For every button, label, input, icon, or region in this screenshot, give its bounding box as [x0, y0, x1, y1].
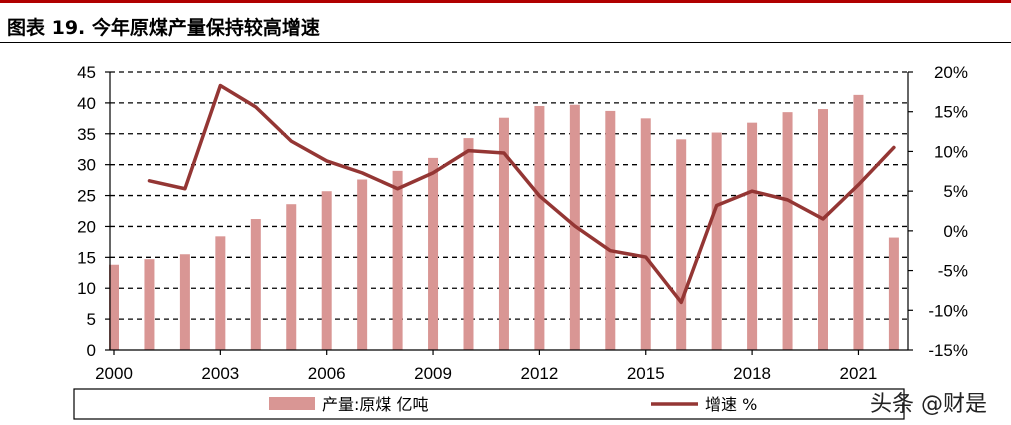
x-tick-label: 2012 — [520, 364, 558, 383]
legend-label-bar: 产量:原煤 亿吨 — [322, 395, 428, 414]
bar-2019 — [782, 112, 793, 351]
bar-2012 — [534, 105, 545, 350]
line-series-growth-rate — [147, 83, 896, 305]
bar-2021 — [853, 94, 864, 350]
left-tick-label: 25 — [77, 187, 96, 206]
bar-2000 — [109, 264, 119, 350]
bar-2015 — [640, 118, 651, 350]
left-tick-label: 15 — [77, 248, 96, 267]
bar-2002 — [179, 254, 190, 350]
bar-2016 — [676, 139, 687, 350]
left-tick-label: 30 — [77, 156, 96, 175]
legend-box — [73, 388, 905, 420]
bar-2003 — [215, 236, 226, 350]
x-tick-label: 2006 — [308, 364, 346, 383]
legend: 产量:原煤 亿吨 增速 % — [73, 388, 905, 420]
bar-2010 — [463, 138, 474, 350]
bar-2001 — [144, 259, 155, 350]
bar-2022 — [888, 237, 899, 350]
left-tick-label: 5 — [87, 310, 96, 329]
figure-title: 图表 19. 今年原煤产量保持较高增速 — [7, 17, 320, 39]
gridlines — [110, 71, 908, 320]
bar-2006 — [321, 191, 332, 350]
x-tick-label: 2018 — [733, 364, 771, 383]
right-tick-label: -5% — [938, 262, 968, 281]
top-accent-line — [0, 0, 1011, 3]
legend-swatch-bar — [269, 397, 315, 410]
bar-2005 — [286, 204, 297, 350]
right-tick-label: 15% — [934, 103, 968, 122]
right-tick-label: 0% — [943, 222, 968, 241]
bar-2004 — [250, 219, 261, 350]
tick-labels: 0 5 10 15 20 25 30 35 40 45 -15% -10% -5% 0% 5% 10% 15% 2… — [77, 63, 968, 383]
bar-2017 — [711, 132, 722, 350]
x-tick-label: 2003 — [201, 364, 239, 383]
right-tick-label: 20% — [934, 63, 968, 82]
x-tick-label: 2009 — [414, 364, 452, 383]
bar-2020 — [818, 109, 828, 350]
left-tick-label: 20 — [77, 217, 96, 236]
growth-line — [147, 83, 896, 305]
axes — [105, 71, 913, 355]
bar-2008 — [392, 170, 403, 350]
x-tick-label: 2000 — [95, 364, 133, 383]
right-tick-label: 5% — [943, 182, 968, 201]
right-tick-label: -15% — [928, 341, 968, 360]
right-tick-label: 10% — [934, 142, 968, 161]
bar-2011 — [498, 117, 509, 351]
left-tick-label: 0 — [87, 341, 96, 360]
legend-label-line: 增速 % — [705, 395, 757, 414]
left-tick-label: 10 — [77, 279, 96, 298]
watermark-text: 头条 @财是 — [870, 392, 987, 417]
x-tick-label: 2015 — [627, 364, 665, 383]
title-divider — [0, 42, 1011, 43]
x-tick-label: 2021 — [840, 364, 878, 383]
bar-2014 — [605, 110, 616, 350]
right-tick-label: -10% — [928, 301, 968, 320]
bar-2007 — [357, 179, 368, 350]
bar-2018 — [747, 122, 758, 350]
left-tick-label: 35 — [77, 125, 96, 144]
left-tick-label: 40 — [77, 94, 96, 113]
left-tick-label: 45 — [77, 63, 96, 82]
bar-2009 — [428, 157, 439, 350]
